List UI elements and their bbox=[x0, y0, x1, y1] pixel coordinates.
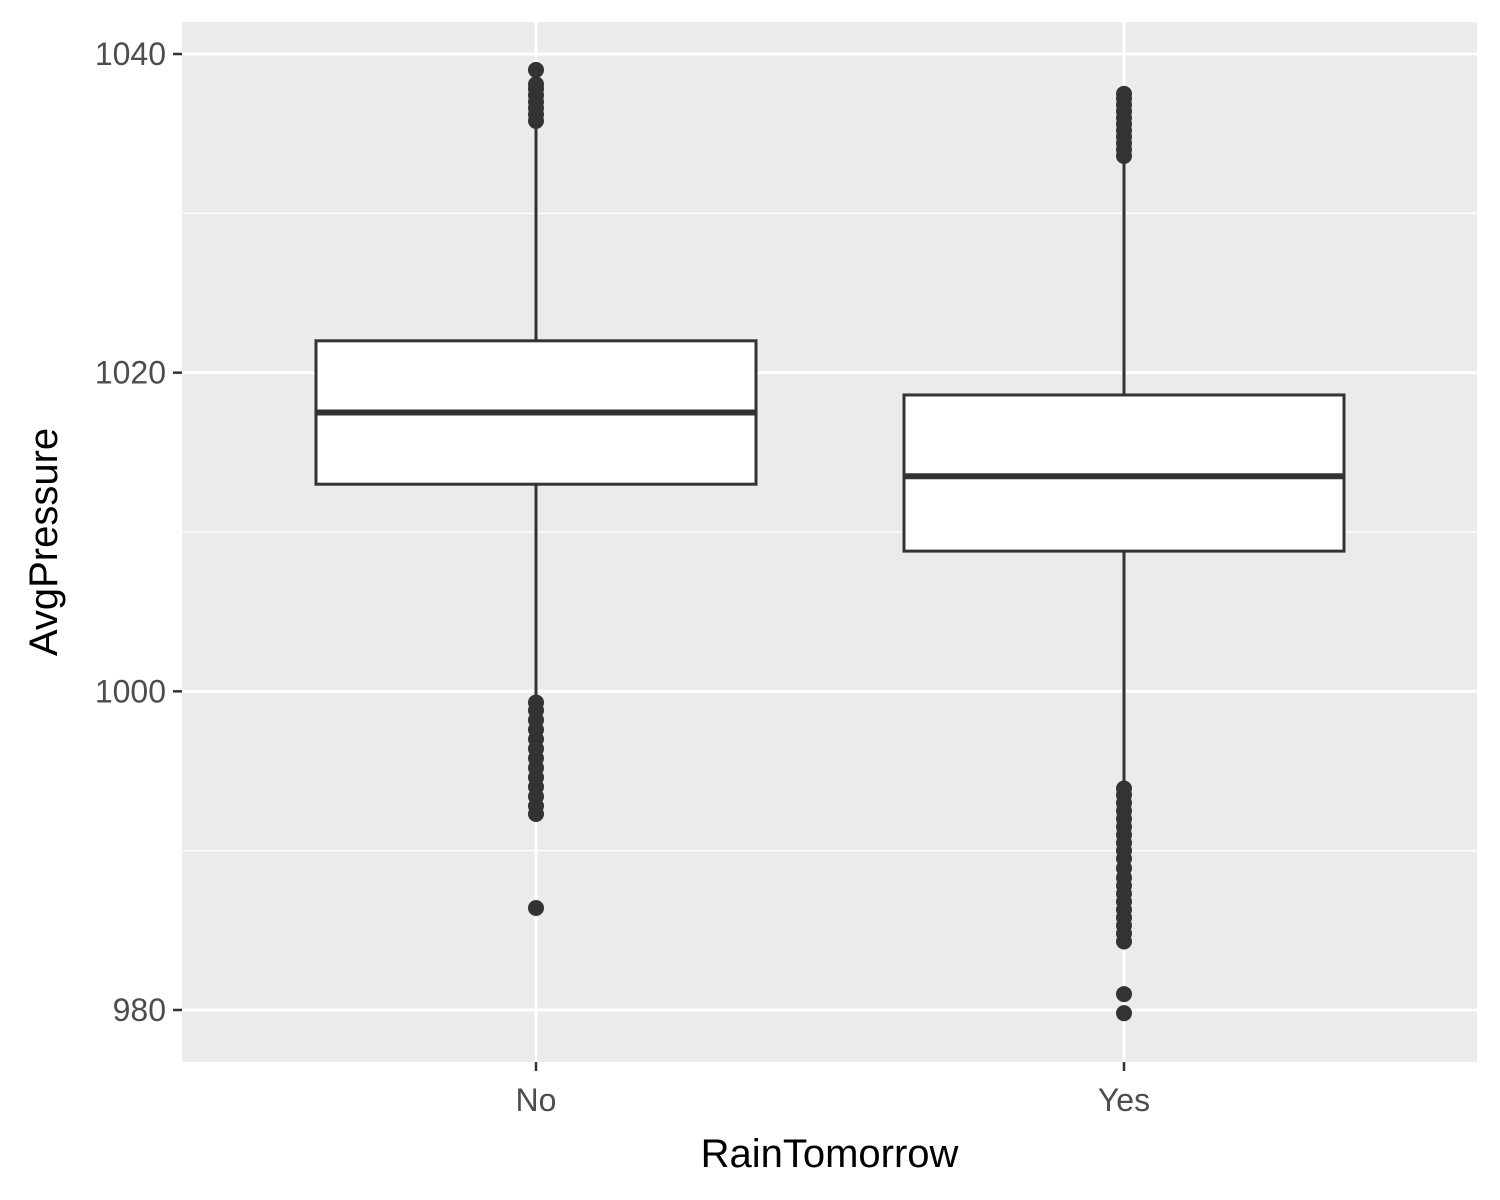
boxes bbox=[314, 339, 1346, 553]
outlier-point bbox=[1116, 85, 1132, 102]
y-tick-label: 980 bbox=[113, 992, 166, 1028]
x-axis-title: RainTomorrow bbox=[701, 1132, 959, 1176]
axes: 980 1000 1020 1040 No Yes bbox=[95, 36, 1150, 1118]
box-yes bbox=[902, 393, 1346, 553]
y-axis-title: AvgPressure bbox=[22, 428, 66, 656]
outlier-point bbox=[528, 61, 544, 78]
outlier-point bbox=[528, 76, 544, 93]
y-tick-label: 1000 bbox=[95, 673, 166, 709]
outlier-point bbox=[1116, 986, 1132, 1003]
outlier-point bbox=[1116, 780, 1132, 797]
x-tick-label: Yes bbox=[1098, 1082, 1150, 1118]
y-tick-label: 1020 bbox=[95, 355, 166, 391]
outlier-point bbox=[528, 900, 544, 917]
x-tick-label: No bbox=[516, 1082, 557, 1118]
outlier-point bbox=[528, 694, 544, 711]
outlier-point bbox=[1116, 1005, 1132, 1022]
outlier-points bbox=[528, 61, 1132, 1022]
y-tick-label: 1040 bbox=[95, 36, 166, 72]
